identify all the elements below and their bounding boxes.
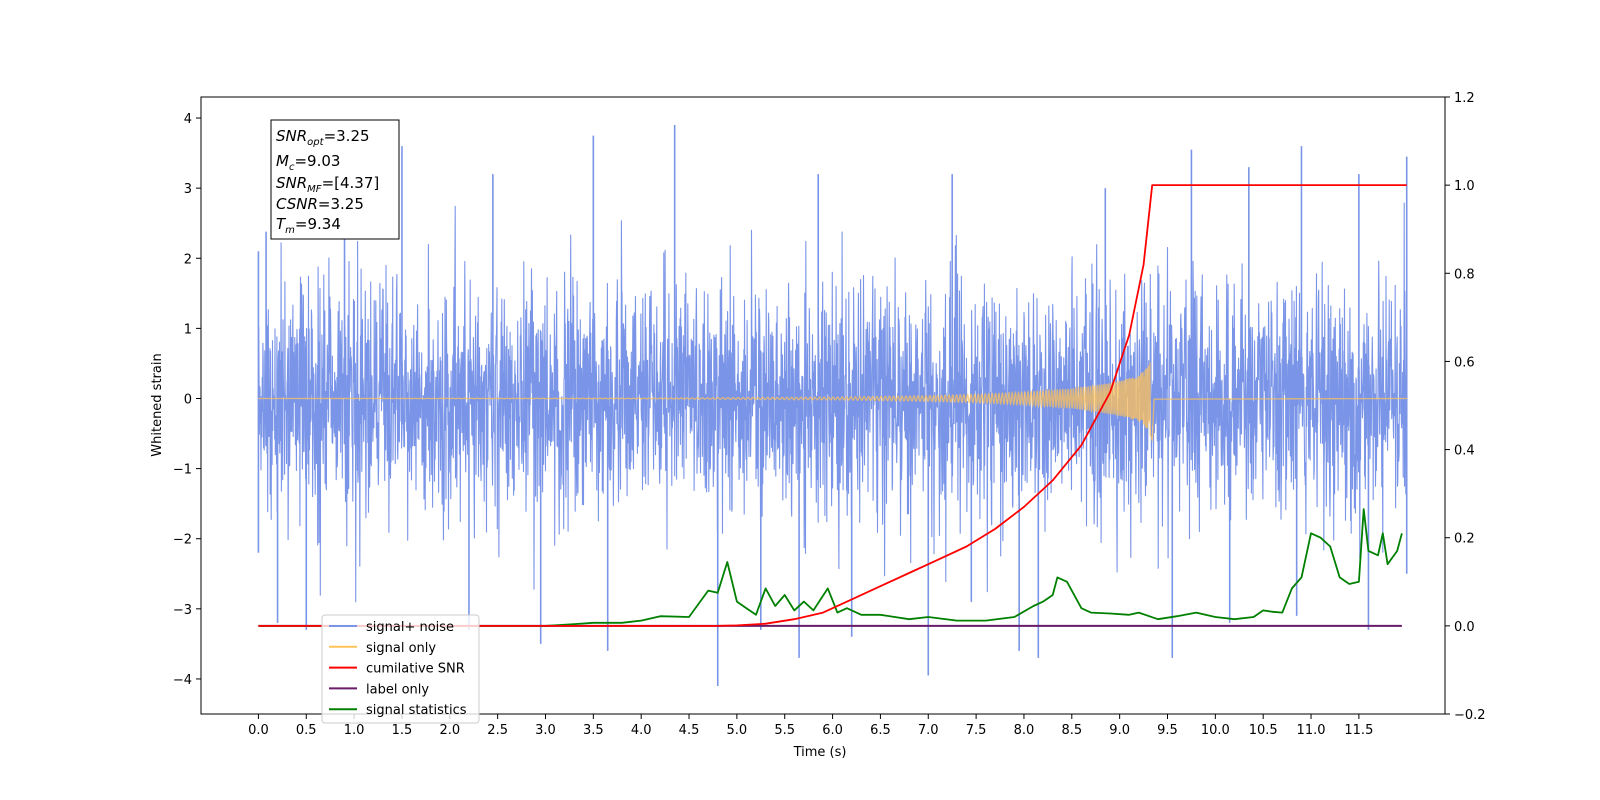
x-tick-label: 5.5: [774, 723, 795, 738]
x-tick-label: 9.5: [1157, 723, 1178, 738]
plot-series-layer: [257, 125, 1408, 686]
info-csnr: CSNR=3.25: [276, 195, 364, 213]
x-tick-label: 2.5: [487, 723, 508, 738]
info-tm-subscript: m: [285, 225, 295, 236]
x-tick-label: 5.0: [727, 723, 748, 738]
x-tick-label: 4.0: [631, 723, 652, 738]
x-tick-label: 11.0: [1297, 723, 1326, 738]
legend-frame: [321, 614, 480, 724]
legend-entries: signal+ noise signal only cumilative SNR la…: [329, 620, 467, 718]
info-mc-subscript: c: [289, 162, 295, 173]
right-y-tick-label: −0.2: [1454, 708, 1486, 723]
right-y-tick-label: 1.2: [1454, 91, 1475, 106]
info-snr-opt-value: =3.25: [324, 127, 370, 145]
signal-statistics-line: [258, 508, 1403, 627]
info-snr-mf: SNRMF=[4.37]: [276, 174, 379, 195]
left-y-tick-label: 1: [184, 322, 192, 337]
right-y-tick-label: 0.2: [1454, 532, 1475, 547]
x-tick-label: 1.5: [392, 723, 413, 738]
left-y-tick-label: −2: [173, 533, 192, 548]
info-csnr-symbol: CSNR: [276, 195, 318, 213]
plot-frame: [200, 96, 1446, 715]
info-snr-mf-symbol: SNR: [276, 174, 307, 192]
x-tick-label: 8.5: [1061, 723, 1082, 738]
right-y-tick-label: 0.8: [1454, 267, 1475, 282]
info-mc: Mc=9.03: [276, 152, 340, 173]
x-tick-label: 3.5: [583, 723, 604, 738]
cumulative-snr-line: [258, 184, 1407, 627]
right-y-axis: 1.2 1.0 0.8 0.6 0.4 0.2 0.0 −0.2: [1445, 91, 1486, 723]
left-y-tick-label: 3: [184, 182, 192, 197]
left-y-axis-title: Whitened strain: [150, 353, 165, 456]
info-box-frame: [270, 119, 400, 240]
x-tick-label: 11.5: [1344, 723, 1373, 738]
info-csnr-value: =3.25: [318, 195, 364, 213]
info-tm-value: =9.34: [295, 215, 341, 233]
info-snr-mf-value: =[4.37]: [322, 174, 380, 192]
legend-label: label only: [366, 682, 429, 697]
signal-noise-trace: [257, 202, 1408, 603]
x-axis-title: Time (s): [793, 745, 847, 760]
info-tm-symbol: T: [276, 215, 287, 233]
legend: signal+ noise signal only cumilative SNR la…: [321, 614, 480, 724]
signal-only-trace: [258, 362, 1407, 443]
info-tm: Tm=9.34: [276, 215, 341, 236]
info-snr-opt: SNRopt=3.25: [276, 127, 370, 148]
left-y-tick-label: 2: [184, 252, 192, 267]
left-y-tick-label: 0: [184, 392, 192, 407]
legend-label: signal statistics: [366, 703, 467, 718]
x-tick-label: 0.0: [248, 723, 269, 738]
left-y-axis: 4 3 2 1 0 −1 −2 −3 −4: [173, 112, 201, 688]
legend-label: signal only: [366, 641, 436, 656]
left-y-tick-label: −1: [173, 463, 192, 478]
x-tick-label: 1.0: [344, 723, 365, 738]
right-y-tick-label: 0.6: [1454, 355, 1475, 370]
info-snr-opt-symbol: SNR: [276, 127, 307, 145]
x-tick-label: 0.5: [296, 723, 317, 738]
x-tick-label: 6.5: [870, 723, 891, 738]
legend-label: signal+ noise: [366, 620, 454, 635]
legend-label: cumilative SNR: [366, 662, 465, 677]
left-y-tick-label: 4: [184, 112, 192, 127]
x-axis: 0.0 0.5 1.0 1.5 2.0 2.5 3.0 3.5 4.0 4.5 5.0 5.5 6.0 6…: [248, 714, 1373, 738]
x-tick-label: 9.0: [1109, 723, 1130, 738]
x-tick-label: 8.0: [1014, 723, 1035, 738]
right-y-tick-label: 1.0: [1454, 179, 1475, 194]
x-tick-label: 10.0: [1201, 723, 1230, 738]
info-snr-mf-subscript: MF: [307, 184, 322, 195]
x-tick-label: 4.5: [679, 723, 700, 738]
info-mc-value: =9.03: [294, 152, 340, 170]
x-tick-label: 7.5: [966, 723, 987, 738]
x-tick-label: 7.0: [918, 723, 939, 738]
left-y-tick-label: −4: [173, 673, 192, 688]
x-tick-label: 2.0: [439, 723, 460, 738]
x-tick-label: 6.0: [822, 723, 843, 738]
right-y-tick-label: 0.0: [1454, 620, 1475, 635]
x-tick-label: 10.5: [1249, 723, 1278, 738]
info-mc-symbol: M: [276, 152, 289, 170]
left-y-tick-label: −3: [173, 603, 192, 618]
x-tick-label: 3.0: [535, 723, 556, 738]
stats-info-box: SNRopt=3.25 Mc=9.03 SNRMF=[4.37] CSNR=3.…: [270, 119, 400, 240]
info-snr-opt-subscript: opt: [307, 137, 324, 148]
right-y-tick-label: 0.4: [1454, 444, 1475, 459]
